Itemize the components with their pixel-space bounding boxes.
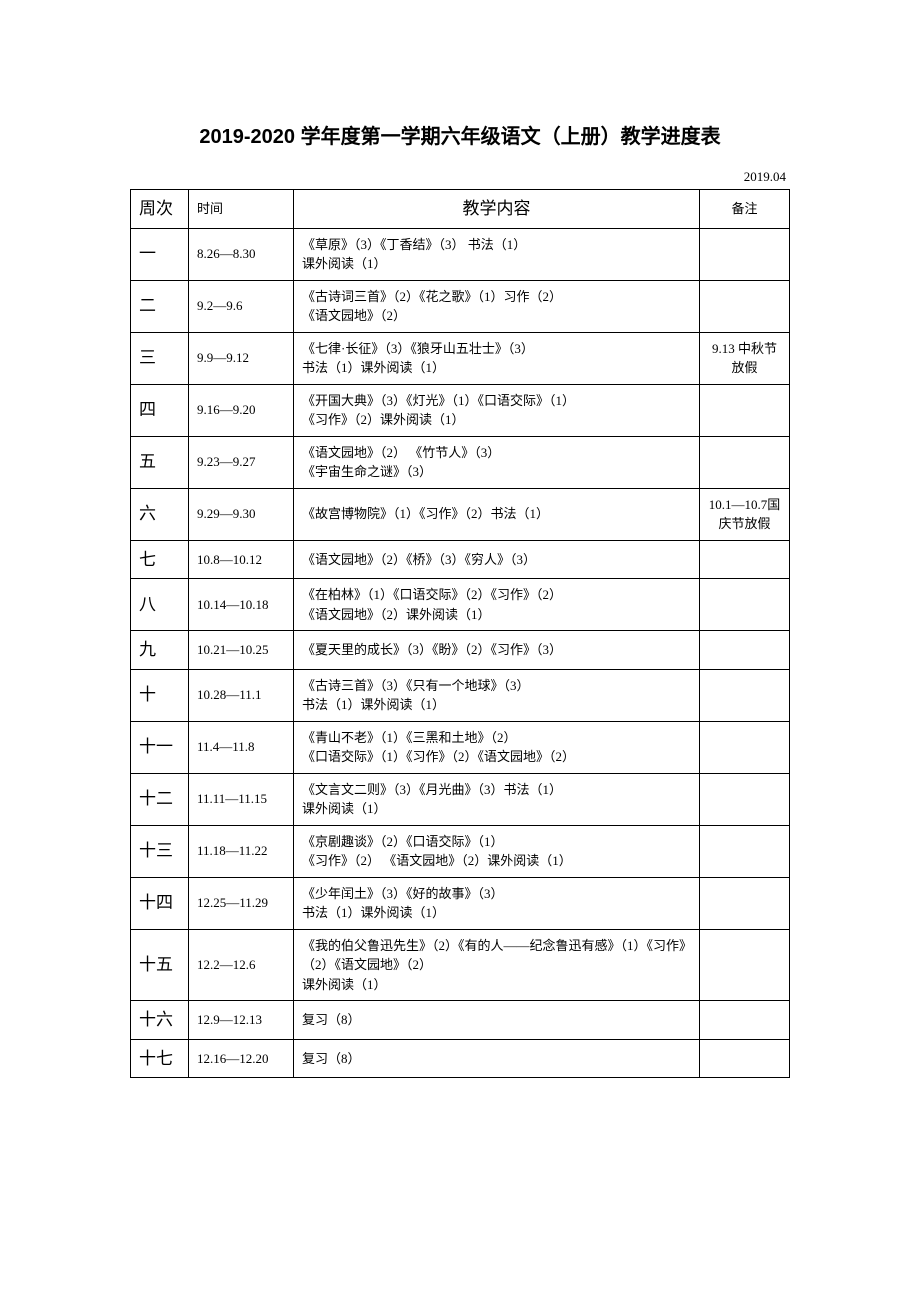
cell-content: 《古诗词三首》（2）《花之歌》（1）习作（2） 《语文园地》（2） xyxy=(294,280,700,332)
cell-content: 复习（8） xyxy=(294,1039,700,1078)
cell-week: 十一 xyxy=(131,721,189,773)
cell-week: 二 xyxy=(131,280,189,332)
cell-time: 12.25—11.29 xyxy=(189,877,294,929)
cell-time: 10.28—11.1 xyxy=(189,669,294,721)
cell-week: 八 xyxy=(131,579,189,631)
cell-week: 十五 xyxy=(131,929,189,1001)
cell-content: 《故宫博物院》（1）《习作》（2）书法（1） xyxy=(294,488,700,540)
cell-note xyxy=(700,384,790,436)
table-row: 十三11.18—11.22《京剧趣谈》（2）《口语交际》（1） 《习作》（2） … xyxy=(131,825,790,877)
table-row: 八10.14—10.18《在柏林》（1）《口语交际》（2）《习作》（2） 《语文… xyxy=(131,579,790,631)
table-header-row: 周次 时间 教学内容 备注 xyxy=(131,190,790,229)
cell-note: 10.1—10.7国庆节放假 xyxy=(700,488,790,540)
cell-content: 《开国大典》（3）《灯光》（1）《口语交际》（1） 《习作》（2）课外阅读（1） xyxy=(294,384,700,436)
cell-note xyxy=(700,228,790,280)
table-row: 十二11.11—11.15《文言文二则》（3）《月光曲》（3）书法（1） 课外阅… xyxy=(131,773,790,825)
cell-time: 10.21—10.25 xyxy=(189,631,294,670)
cell-time: 9.9—9.12 xyxy=(189,332,294,384)
cell-time: 8.26—8.30 xyxy=(189,228,294,280)
cell-note xyxy=(700,631,790,670)
cell-content: 《青山不老》（1）《三黑和土地》（2） 《口语交际》（1）《习作》（2）《语文园… xyxy=(294,721,700,773)
table-row: 十五12.2—12.6《我的伯父鲁迅先生》（2）《有的人——纪念鲁迅有感》（1）… xyxy=(131,929,790,1001)
table-row: 十一11.4—11.8《青山不老》（1）《三黑和土地》（2） 《口语交际》（1）… xyxy=(131,721,790,773)
cell-time: 10.8—10.12 xyxy=(189,540,294,579)
cell-week: 三 xyxy=(131,332,189,384)
cell-note: 9.13 中秋节放假 xyxy=(700,332,790,384)
cell-content: 《语文园地》（2）《桥》（3）《穷人》（3） xyxy=(294,540,700,579)
header-note: 备注 xyxy=(700,190,790,229)
cell-note xyxy=(700,1001,790,1040)
table-row: 六9.29—9.30《故宫博物院》（1）《习作》（2）书法（1）10.1—10.… xyxy=(131,488,790,540)
cell-content: 《京剧趣谈》（2）《口语交际》（1） 《习作》（2） 《语文园地》（2）课外阅读… xyxy=(294,825,700,877)
date-note: 2019.04 xyxy=(130,169,790,185)
page-title: 2019-2020 学年度第一学期六年级语文（上册）教学进度表 xyxy=(130,120,790,149)
cell-time: 11.11—11.15 xyxy=(189,773,294,825)
cell-content: 《我的伯父鲁迅先生》（2）《有的人——纪念鲁迅有感》（1）《习作》（2）《语文园… xyxy=(294,929,700,1001)
cell-note xyxy=(700,1039,790,1078)
table-row: 十10.28—11.1《古诗三首》（3）《只有一个地球》（3） 书法（1）课外阅… xyxy=(131,669,790,721)
cell-week: 五 xyxy=(131,436,189,488)
cell-content: 《七律·长征》（3）《狼牙山五壮士》（3） 书法（1）课外阅读（1） xyxy=(294,332,700,384)
cell-week: 六 xyxy=(131,488,189,540)
cell-content: 《夏天里的成长》（3）《盼》（2）《习作》（3） xyxy=(294,631,700,670)
table-row: 五9.23—9.27《语文园地》（2） 《竹节人》（3） 《宇宙生命之谜》（3） xyxy=(131,436,790,488)
cell-content: 《少年闰土》（3）《好的故事》（3） 书法（1）课外阅读（1） xyxy=(294,877,700,929)
cell-content: 《文言文二则》（3）《月光曲》（3）书法（1） 课外阅读（1） xyxy=(294,773,700,825)
cell-time: 11.4—11.8 xyxy=(189,721,294,773)
cell-note xyxy=(700,721,790,773)
cell-note xyxy=(700,773,790,825)
cell-week: 九 xyxy=(131,631,189,670)
cell-week: 七 xyxy=(131,540,189,579)
cell-content: 《草原》（3）《丁香结》（3） 书法（1） 课外阅读（1） xyxy=(294,228,700,280)
cell-time: 9.16—9.20 xyxy=(189,384,294,436)
cell-time: 9.2—9.6 xyxy=(189,280,294,332)
header-week: 周次 xyxy=(131,190,189,229)
table-row: 十七12.16—12.20复习（8） xyxy=(131,1039,790,1078)
table-row: 二9.2—9.6《古诗词三首》（2）《花之歌》（1）习作（2） 《语文园地》（2… xyxy=(131,280,790,332)
table-row: 七10.8—10.12《语文园地》（2）《桥》（3）《穷人》（3） xyxy=(131,540,790,579)
cell-week: 十 xyxy=(131,669,189,721)
cell-note xyxy=(700,669,790,721)
cell-note xyxy=(700,436,790,488)
cell-note xyxy=(700,929,790,1001)
cell-time: 9.29—9.30 xyxy=(189,488,294,540)
cell-week: 十六 xyxy=(131,1001,189,1040)
cell-week: 十七 xyxy=(131,1039,189,1078)
cell-time: 12.2—12.6 xyxy=(189,929,294,1001)
cell-week: 十三 xyxy=(131,825,189,877)
table-body: 一8.26—8.30《草原》（3）《丁香结》（3） 书法（1） 课外阅读（1）二… xyxy=(131,228,790,1078)
cell-time: 10.14—10.18 xyxy=(189,579,294,631)
table-row: 十四12.25—11.29《少年闰土》（3）《好的故事》（3） 书法（1）课外阅… xyxy=(131,877,790,929)
cell-note xyxy=(700,825,790,877)
cell-time: 11.18—11.22 xyxy=(189,825,294,877)
cell-content: 《语文园地》（2） 《竹节人》（3） 《宇宙生命之谜》（3） xyxy=(294,436,700,488)
cell-note xyxy=(700,540,790,579)
schedule-table: 周次 时间 教学内容 备注 一8.26—8.30《草原》（3）《丁香结》（3） … xyxy=(130,189,790,1078)
cell-week: 一 xyxy=(131,228,189,280)
header-content: 教学内容 xyxy=(294,190,700,229)
table-row: 一8.26—8.30《草原》（3）《丁香结》（3） 书法（1） 课外阅读（1） xyxy=(131,228,790,280)
cell-content: 复习（8） xyxy=(294,1001,700,1040)
header-time: 时间 xyxy=(189,190,294,229)
cell-content: 《在柏林》（1）《口语交际》（2）《习作》（2） 《语文园地》（2）课外阅读（1… xyxy=(294,579,700,631)
cell-time: 12.9—12.13 xyxy=(189,1001,294,1040)
cell-note xyxy=(700,877,790,929)
cell-week: 四 xyxy=(131,384,189,436)
cell-week: 十二 xyxy=(131,773,189,825)
cell-time: 9.23—9.27 xyxy=(189,436,294,488)
table-row: 三9.9—9.12《七律·长征》（3）《狼牙山五壮士》（3） 书法（1）课外阅读… xyxy=(131,332,790,384)
table-row: 九10.21—10.25《夏天里的成长》（3）《盼》（2）《习作》（3） xyxy=(131,631,790,670)
table-row: 四9.16—9.20《开国大典》（3）《灯光》（1）《口语交际》（1） 《习作》… xyxy=(131,384,790,436)
cell-note xyxy=(700,280,790,332)
cell-week: 十四 xyxy=(131,877,189,929)
cell-content: 《古诗三首》（3）《只有一个地球》（3） 书法（1）课外阅读（1） xyxy=(294,669,700,721)
cell-note xyxy=(700,579,790,631)
cell-time: 12.16—12.20 xyxy=(189,1039,294,1078)
table-row: 十六12.9—12.13复习（8） xyxy=(131,1001,790,1040)
